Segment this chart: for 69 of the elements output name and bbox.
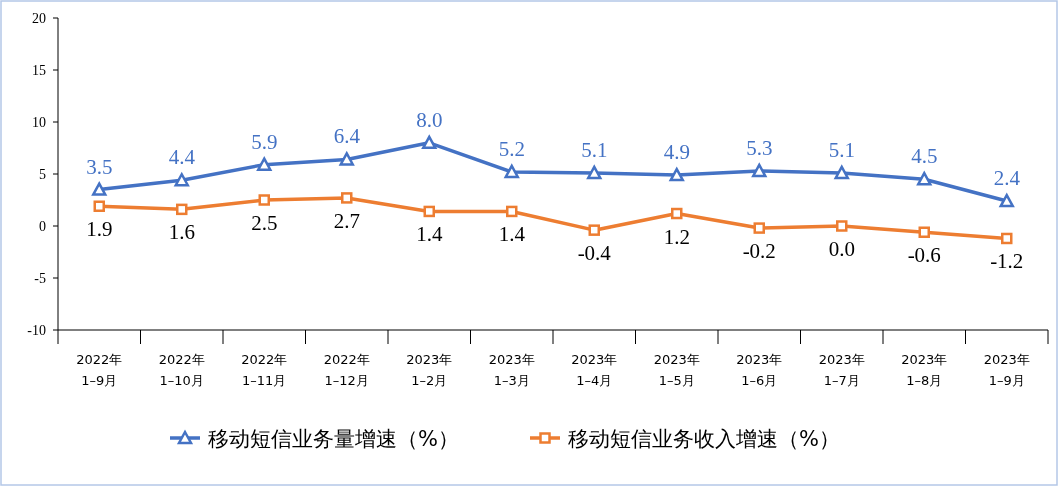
point <box>917 171 932 186</box>
point <box>92 182 107 196</box>
x-tick-label: 2023年 1–8月 <box>901 352 948 388</box>
y-tick-label: 15 <box>32 63 46 78</box>
legend-label: 移动短信业务量增速（%） <box>208 427 459 451</box>
point <box>753 222 765 234</box>
point <box>506 205 518 218</box>
data-label: 5.9 <box>251 129 278 154</box>
point <box>669 167 684 182</box>
x-tick-label: 2023年 1–2月 <box>406 352 453 388</box>
data-label: 1.4 <box>498 222 526 247</box>
x-tick-label: 2023年 1–9月 <box>983 352 1030 388</box>
data-label: 1.9 <box>86 217 113 242</box>
y-tick-label: -5 <box>34 271 46 286</box>
point <box>836 220 848 232</box>
point <box>258 194 270 206</box>
y-tick-label: 20 <box>32 11 46 26</box>
point <box>588 224 600 236</box>
point <box>423 205 435 218</box>
point <box>587 165 602 180</box>
point <box>339 152 354 166</box>
point <box>176 203 188 216</box>
point <box>257 157 272 171</box>
data-label: 6.4 <box>333 124 361 149</box>
point <box>999 193 1014 208</box>
data-label: -0.2 <box>742 239 776 264</box>
data-label: 4.5 <box>911 144 938 169</box>
data-label: 1.6 <box>168 220 195 245</box>
data-label: -0.6 <box>907 243 941 268</box>
x-tick-label: 2023年 1–3月 <box>488 352 535 388</box>
data-label: 2.4 <box>993 166 1021 191</box>
data-label: 2.5 <box>251 211 278 235</box>
point <box>752 163 767 178</box>
y-tick-label: -10 <box>27 323 46 338</box>
point <box>1001 232 1013 245</box>
legend-label: 移动短信业务收入增速（%） <box>568 427 840 451</box>
data-label: -0.4 <box>577 241 612 266</box>
x-tick-label: 2022年 1–11月 <box>241 352 288 388</box>
point <box>422 135 437 150</box>
x-tick-label: 2022年 1–9月 <box>76 352 123 388</box>
x-tick-label: 2022年 1–10月 <box>158 352 205 388</box>
point <box>93 200 105 212</box>
data-label: 1.4 <box>416 222 443 247</box>
data-label: 8.0 <box>416 107 443 132</box>
y-tick-label: 10 <box>32 115 46 130</box>
point <box>834 165 849 180</box>
data-label: 4.9 <box>663 140 690 165</box>
data-label: 4.4 <box>168 145 196 170</box>
data-label: 5.1 <box>581 137 608 162</box>
data-label: 5.3 <box>746 135 773 160</box>
point <box>671 207 683 220</box>
data-label: 2.7 <box>333 208 360 233</box>
data-label: 3.5 <box>86 154 113 179</box>
x-tick-label: 2023年 1–4月 <box>571 352 618 388</box>
data-label: 0.0 <box>828 237 855 261</box>
x-tick-label: 2023年 1–5月 <box>653 352 700 388</box>
data-label: 5.1 <box>828 137 855 162</box>
point <box>504 164 519 179</box>
point <box>918 226 930 238</box>
data-label: 1.2 <box>663 224 690 249</box>
x-tick-label: 2023年 1–6月 <box>736 352 783 388</box>
y-tick-label: 0 <box>39 219 46 234</box>
point <box>341 192 353 204</box>
y-tick-label: 5 <box>39 167 46 182</box>
point <box>174 172 189 187</box>
data-label: 5.2 <box>498 136 525 161</box>
x-tick-label: 2023年 1–7月 <box>818 352 865 388</box>
x-tick-label: 2022年 1–12月 <box>323 352 370 388</box>
data-label: -1.2 <box>990 249 1024 274</box>
